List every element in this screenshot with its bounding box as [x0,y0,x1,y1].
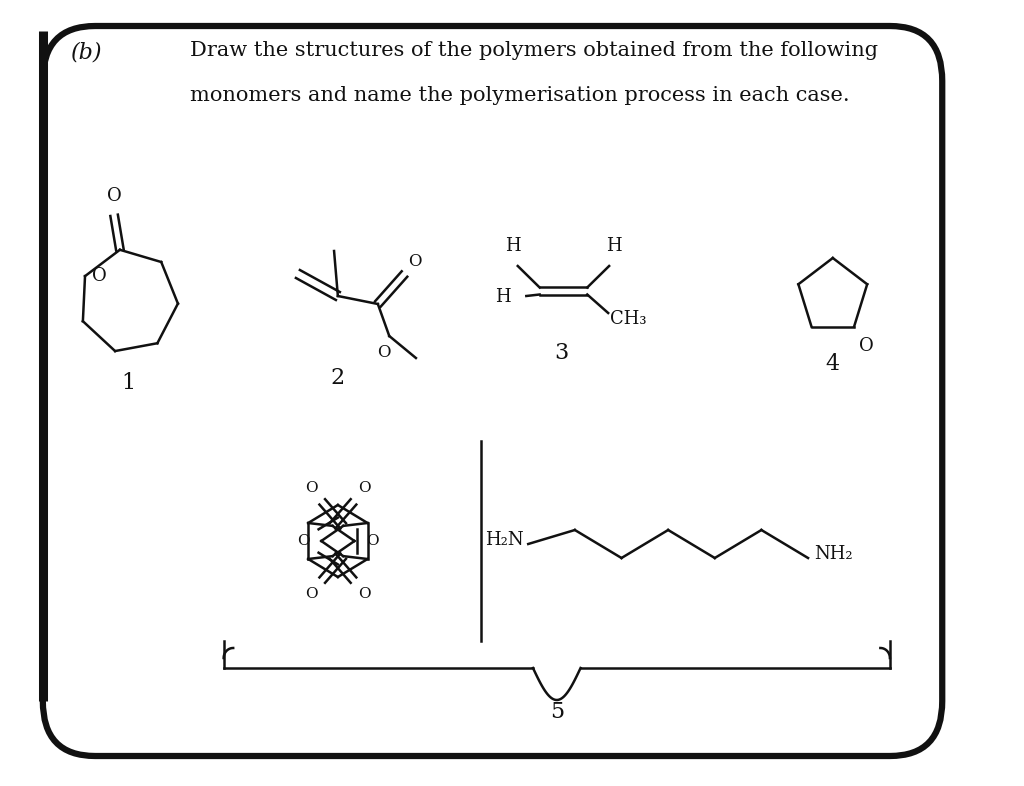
Text: H: H [505,237,521,255]
Text: H: H [496,288,511,306]
Text: O: O [358,481,371,495]
Text: O: O [409,253,422,270]
Text: O: O [305,481,317,495]
Text: 5: 5 [550,701,564,723]
Text: NH₂: NH₂ [814,545,852,563]
Text: O: O [305,587,317,601]
Text: O: O [859,336,873,354]
Text: O: O [358,587,371,601]
Text: monomers and name the polymerisation process in each case.: monomers and name the polymerisation pro… [190,86,850,105]
Text: Draw the structures of the polymers obtained from the following: Draw the structures of the polymers obta… [190,41,879,60]
Text: H₂N: H₂N [484,531,523,549]
Text: 1: 1 [122,372,135,394]
Text: 4: 4 [825,353,840,375]
Text: 2: 2 [331,367,345,389]
Text: O: O [366,534,379,548]
Text: (b): (b) [72,41,102,63]
Text: CH₃: CH₃ [610,310,646,328]
Text: O: O [106,187,122,205]
Text: O: O [92,267,106,285]
Text: 3: 3 [554,342,568,364]
Text: H: H [606,237,622,255]
Text: O: O [297,534,310,548]
Text: O: O [377,344,390,361]
